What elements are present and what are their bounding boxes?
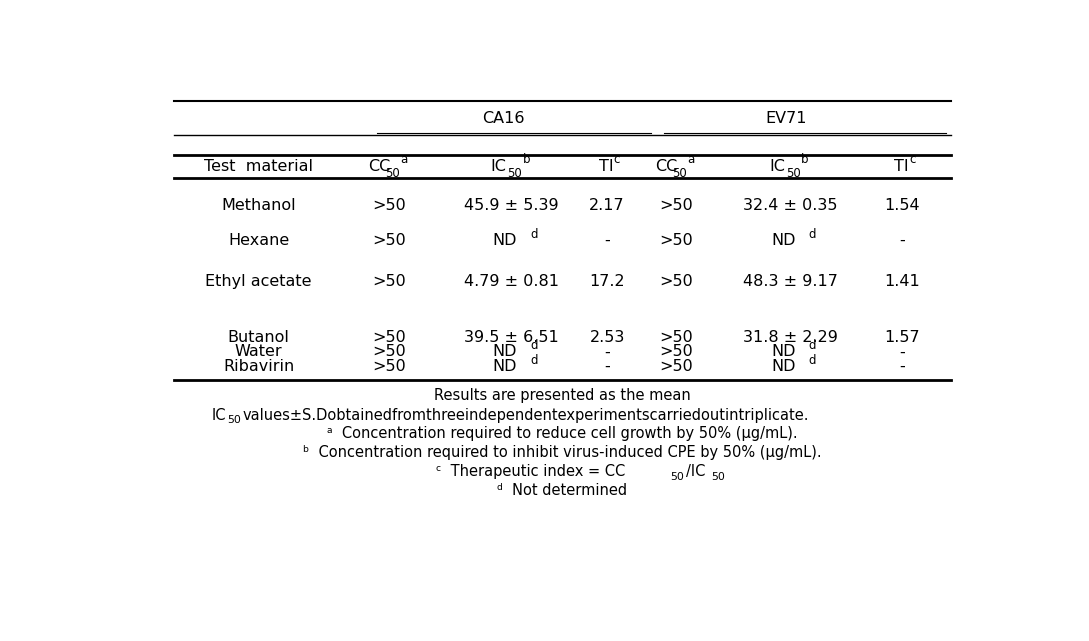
- Text: ND: ND: [492, 359, 517, 374]
- Text: >50: >50: [372, 197, 406, 213]
- Text: IC: IC: [212, 408, 227, 422]
- Text: 1.54: 1.54: [884, 197, 920, 213]
- Text: 2.17: 2.17: [589, 197, 625, 213]
- Text: -: -: [604, 344, 610, 360]
- Text: a: a: [687, 153, 695, 167]
- Text: TI: TI: [599, 159, 613, 174]
- Text: d: d: [530, 339, 538, 352]
- Text: 1.57: 1.57: [884, 329, 920, 344]
- Text: /IC: /IC: [686, 464, 705, 479]
- Text: 31.8 ± 2.29: 31.8 ± 2.29: [743, 329, 837, 344]
- Text: c: c: [614, 153, 621, 167]
- Text: 2.53: 2.53: [589, 329, 625, 344]
- Text: 50: 50: [507, 167, 523, 180]
- Text: >50: >50: [372, 344, 406, 360]
- Text: ND: ND: [492, 344, 517, 360]
- Text: Ethyl acetate: Ethyl acetate: [205, 274, 311, 289]
- Text: 50: 50: [786, 167, 800, 180]
- Text: >50: >50: [660, 329, 693, 344]
- Text: b: b: [523, 153, 530, 167]
- Text: EV71: EV71: [766, 111, 807, 126]
- Text: >50: >50: [660, 197, 693, 213]
- Text: CA16: CA16: [482, 111, 525, 126]
- Text: d: d: [809, 228, 817, 241]
- Text: Methanol: Methanol: [221, 197, 296, 213]
- Text: >50: >50: [372, 329, 406, 344]
- Text: ND: ND: [771, 344, 796, 360]
- Text: -: -: [900, 233, 905, 248]
- Text: CC: CC: [368, 159, 391, 174]
- Text: Butanol: Butanol: [228, 329, 290, 344]
- Text: >50: >50: [660, 274, 693, 289]
- Text: Hexane: Hexane: [228, 233, 289, 248]
- Text: b: b: [802, 153, 809, 167]
- Text: Test  material: Test material: [204, 159, 313, 174]
- Text: >50: >50: [660, 344, 693, 360]
- Text: IC: IC: [769, 159, 785, 174]
- Text: 32.4 ± 0.35: 32.4 ± 0.35: [743, 197, 837, 213]
- Text: ᶜ  Therapeutic index = CC: ᶜ Therapeutic index = CC: [436, 464, 625, 479]
- Text: 1.41: 1.41: [884, 274, 920, 289]
- Text: >50: >50: [660, 359, 693, 374]
- Text: -: -: [900, 359, 905, 374]
- Text: 50: 50: [711, 472, 725, 482]
- Text: 45.9 ± 5.39: 45.9 ± 5.39: [464, 197, 559, 213]
- Text: d: d: [530, 228, 538, 241]
- Text: 17.2: 17.2: [589, 274, 625, 289]
- Text: 50: 50: [671, 472, 684, 482]
- Text: >50: >50: [372, 274, 406, 289]
- Text: ᵈ  Not determined: ᵈ Not determined: [498, 483, 627, 498]
- Text: 4.79 ± 0.81: 4.79 ± 0.81: [464, 274, 559, 289]
- Text: ND: ND: [492, 233, 517, 248]
- Text: d: d: [809, 354, 817, 367]
- Text: ND: ND: [771, 359, 796, 374]
- Text: >50: >50: [372, 359, 406, 374]
- Text: 50: 50: [228, 415, 241, 425]
- Text: Results are presented as the mean: Results are presented as the mean: [433, 388, 690, 403]
- Text: ᵇ  Concentration required to inhibit virus-induced CPE by 50% (μg/mL).: ᵇ Concentration required to inhibit viru…: [303, 444, 821, 460]
- Text: 48.3 ± 9.17: 48.3 ± 9.17: [743, 274, 837, 289]
- Text: IC: IC: [490, 159, 506, 174]
- Text: CC: CC: [656, 159, 677, 174]
- Text: >50: >50: [372, 233, 406, 248]
- Text: c: c: [909, 153, 916, 167]
- Text: d: d: [530, 354, 538, 367]
- Text: d: d: [809, 339, 817, 352]
- Text: 50: 50: [386, 167, 400, 180]
- Text: >50: >50: [660, 233, 693, 248]
- Text: ND: ND: [771, 233, 796, 248]
- Text: 50: 50: [672, 167, 687, 180]
- Text: a: a: [401, 153, 407, 167]
- Text: ᵃ  Concentration required to reduce cell growth by 50% (μg/mL).: ᵃ Concentration required to reduce cell …: [327, 426, 797, 441]
- Text: TI: TI: [894, 159, 908, 174]
- Text: values±S.Dobtainedfromthreeindependentexperimentscarriedoutintriplicate.: values±S.Dobtainedfromthreeindependentex…: [243, 408, 809, 422]
- Text: -: -: [900, 344, 905, 360]
- Text: -: -: [604, 359, 610, 374]
- Text: Water: Water: [235, 344, 282, 360]
- Text: -: -: [604, 233, 610, 248]
- Text: Ribavirin: Ribavirin: [223, 359, 294, 374]
- Text: 39.5 ± 6.51: 39.5 ± 6.51: [464, 329, 559, 344]
